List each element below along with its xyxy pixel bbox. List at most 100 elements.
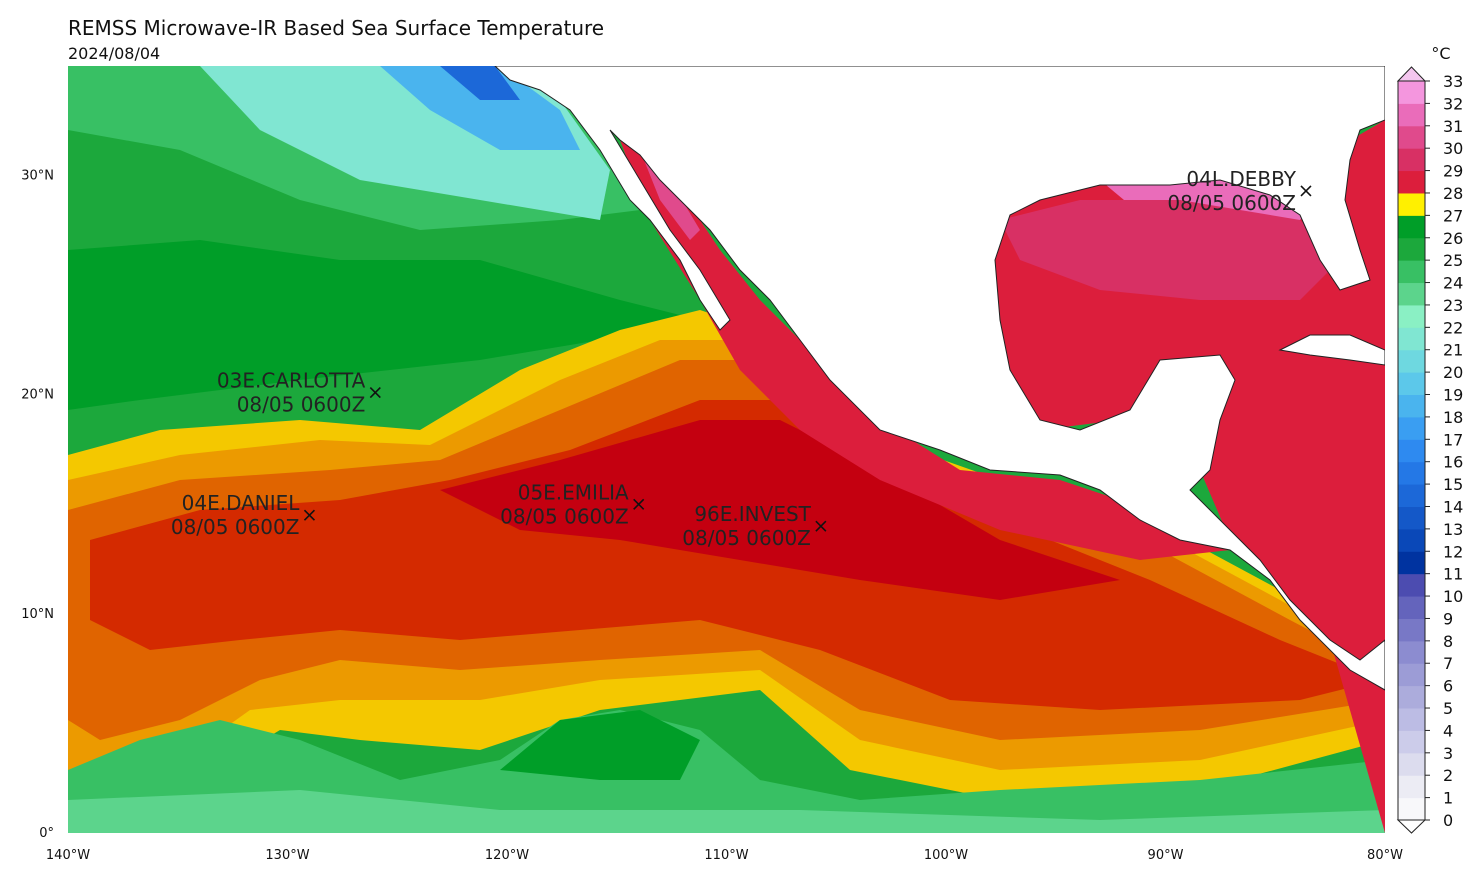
lat-tick-label: 20°N <box>21 388 54 403</box>
sst-equatorial-cool-edge <box>68 790 1385 833</box>
sst-green-band <box>68 240 700 410</box>
storm-name-label: 04E.DANIEL <box>182 491 301 515</box>
colorbar-bin <box>1398 349 1425 373</box>
colorbar-bin <box>1398 304 1425 328</box>
colorbar-bin <box>1398 775 1425 799</box>
colorbar-bin <box>1398 708 1425 731</box>
colorbar: 0123456789101112131415161718192021222324… <box>1396 66 1463 834</box>
lat-tick-label: 30°N <box>21 169 54 184</box>
colorbar-tick-label: 33 <box>1443 72 1463 91</box>
colorbar-bin <box>1398 797 1425 821</box>
sst-coastal-warm <box>620 140 1230 560</box>
colorbar-bin <box>1398 663 1425 687</box>
lon-tick-label: 140°W <box>46 848 90 863</box>
storm-time-label: 08/05 0600Z <box>237 393 366 417</box>
colorbar-tick-label: 8 <box>1443 632 1453 651</box>
colorbar-tick-label: 27 <box>1443 206 1463 225</box>
colorbar-bin <box>1398 596 1425 619</box>
sst-coldest-band <box>380 66 580 150</box>
colorbar-tick-label: 16 <box>1443 453 1463 472</box>
colorbar-tick-label: 19 <box>1443 386 1463 405</box>
colorbar-tick-label: 0 <box>1443 811 1453 830</box>
storm-time-label: 08/05 0600Z <box>682 526 811 550</box>
colorbar-bin <box>1398 170 1425 194</box>
colorbar-tick-label: 6 <box>1443 677 1453 696</box>
colorbar-bin <box>1398 640 1425 664</box>
storm-name-label: 05E.EMILIA <box>518 480 629 504</box>
colorbar-tick-label: 24 <box>1443 274 1463 293</box>
sst-field <box>68 66 1385 833</box>
colorbar-low-extend <box>1396 819 1427 834</box>
colorbar-bin <box>1398 416 1425 440</box>
storm-x-line <box>815 520 827 532</box>
sst-equatorial-cold-patch <box>500 710 700 780</box>
colorbar-tick-label: 10 <box>1443 587 1463 606</box>
colorbar-bin <box>1398 752 1425 776</box>
colorbar-bin <box>1398 439 1425 463</box>
colorbar-bin <box>1398 282 1425 306</box>
lat-tick-label: 10°N <box>21 607 54 622</box>
colorbar-tick-label: 3 <box>1443 744 1453 763</box>
colorbar-tick-label: 20 <box>1443 363 1463 382</box>
colorbar-bin <box>1398 81 1425 104</box>
storm-x-line <box>1300 185 1312 197</box>
land-layer <box>494 66 1385 691</box>
colorbar-tick-label: 17 <box>1443 430 1463 449</box>
colorbar-bin <box>1398 260 1425 284</box>
land-north-america <box>494 66 1385 691</box>
colorbar-bin <box>1398 730 1425 754</box>
colorbar-tick-label: 7 <box>1443 654 1453 673</box>
colorbar-bin <box>1398 551 1425 575</box>
colorbar-bin <box>1398 192 1425 216</box>
colorbar-tick-label: 1 <box>1443 789 1453 808</box>
colorbar-tick-label: 13 <box>1443 520 1463 539</box>
colorbar-unit: °C <box>1431 44 1450 63</box>
colorbar-tick-label: 12 <box>1443 542 1463 561</box>
colorbar-bin <box>1398 528 1425 552</box>
storm-name-label: 96E.INVEST <box>694 502 811 526</box>
lon-tick-label: 130°W <box>265 848 309 863</box>
storm-time-label: 08/05 0600Z <box>171 515 300 539</box>
colorbar-tick-label: 25 <box>1443 251 1463 270</box>
sst-hot-core <box>440 420 1120 600</box>
storm-x-line <box>303 509 316 521</box>
lat-tick-labels: 0° 10°N 20°N 30°N <box>21 169 54 841</box>
land-cuba <box>1278 334 1385 366</box>
storm-x-line <box>633 498 645 510</box>
lon-tick-label: 120°W <box>485 848 529 863</box>
colorbar-bin <box>1398 103 1425 127</box>
colorbar-tick-label: 29 <box>1443 162 1463 181</box>
colorbar-tick-label: 14 <box>1443 497 1463 516</box>
colorbar-bin <box>1398 148 1425 172</box>
lon-tick-label: 90°W <box>1148 848 1184 863</box>
colorbar-tick-label: 23 <box>1443 296 1463 315</box>
colorbar-bin <box>1398 215 1425 239</box>
sst-coldest-core <box>440 66 520 100</box>
colorbar-bin <box>1398 394 1425 418</box>
colorbar-tick-label: 21 <box>1443 341 1463 360</box>
colorbar-tick-label: 26 <box>1443 229 1463 248</box>
colorbar-bin <box>1398 506 1425 530</box>
colorbar-tick-label: 15 <box>1443 475 1463 494</box>
colorbar-tick-label: 4 <box>1443 721 1453 740</box>
figure-title: REMSS Microwave-IR Based Sea Surface Tem… <box>68 16 605 40</box>
colorbar-tick-label: 32 <box>1443 94 1463 113</box>
lon-tick-label: 110°W <box>704 848 748 863</box>
figure-date: 2024/08/04 <box>68 44 161 63</box>
colorbar-bin <box>1398 461 1425 485</box>
lat-tick-label: 0° <box>39 826 54 841</box>
colorbar-bin <box>1398 372 1425 396</box>
storm-x-line <box>369 386 381 399</box>
colorbar-bin <box>1398 237 1425 261</box>
lon-tick-labels: 140°W 130°W 120°W 110°W 100°W 90°W 80°W <box>46 848 1403 863</box>
lon-tick-label: 100°W <box>924 848 968 863</box>
sst-gulf-interior <box>1000 200 1340 300</box>
colorbar-bin <box>1398 327 1425 351</box>
colorbar-tick-label: 11 <box>1443 565 1463 584</box>
